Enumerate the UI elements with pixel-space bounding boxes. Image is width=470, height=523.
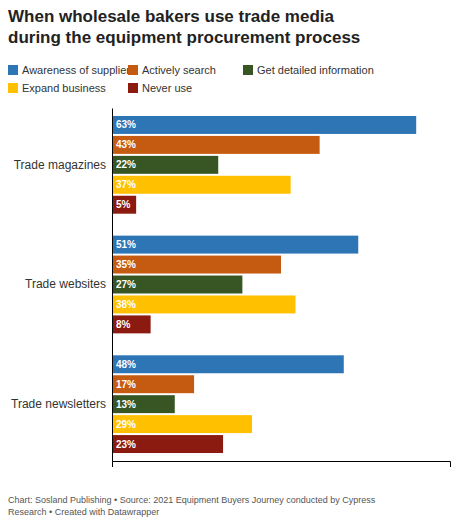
caption: Chart: Sosland Publishing • Source: 2021… [8,495,376,517]
legend-item: Get detailed information [243,64,374,76]
bar [112,355,344,373]
data-label: 29% [116,419,136,430]
legend-item: Expand business [8,82,106,94]
data-label: 23% [116,439,136,450]
data-label: 63% [116,119,136,130]
data-label: 43% [116,139,136,150]
data-labels: 63% 51% 48% 43% 35% 17% 22% 27% 13% 37% 38% 29% 5% 8%… [116,119,136,449]
x-axis [113,462,451,468]
chart: When wholesale bakers use trade mediadur… [0,0,470,523]
y-axis: Trade magazines Trade websites Trade newsl… [11,109,112,462]
bar [112,395,175,413]
legend-swatch [243,65,253,75]
y-tick: Trade magazines [14,158,106,172]
legend-label: Get detailed information [257,64,374,76]
bar [112,136,320,154]
y-tick: Trade websites [25,277,106,291]
legend-label: Never use [142,82,192,94]
legend-item: Never use [128,82,192,94]
y-tick-label: Trade magazines [14,158,106,172]
bar [112,295,295,313]
data-label: 13% [116,399,136,410]
data-label: 51% [116,239,136,250]
data-label: 37% [116,179,136,190]
bar [112,256,281,274]
data-label: 8% [116,319,131,330]
data-label: 35% [116,259,136,270]
legend-item: Awareness of suppliers [8,64,136,76]
bar [112,176,291,194]
bar [112,196,136,214]
legend-swatch [8,83,18,93]
legend-label: Awareness of suppliers [22,64,136,76]
x-axis-line [113,462,451,468]
y-tick: Trade newsletters [11,397,106,411]
title: When wholesale bakers use trade mediadur… [8,7,360,47]
legend-label: Actively search [142,64,216,76]
bar [112,276,242,294]
bars [112,116,416,453]
plot: 63% 51% 48% 43% 35% 17% 22% 27% 13% 37% 38% 29% 5% 8%… [11,109,450,468]
data-label: 5% [116,199,131,210]
bar [112,156,218,174]
bar [112,315,151,333]
legend-label: Expand business [22,82,106,94]
bar [112,435,223,453]
legend-swatch [128,83,138,93]
data-label: 48% [116,359,136,370]
bar [112,236,358,254]
data-label: 38% [116,299,136,310]
y-tick-label: Trade newsletters [11,397,106,411]
bar [112,375,194,393]
y-axis-line [112,109,113,462]
legend-item: Actively search [128,64,216,76]
data-label: 17% [116,379,136,390]
legend-swatch [128,65,138,75]
bar [112,415,252,433]
bar [112,116,416,134]
y-tick-label: Trade websites [25,277,106,291]
data-label: 22% [116,159,136,170]
data-label: 27% [116,279,136,290]
legend-swatch [8,65,18,75]
legend: Awareness of suppliers Actively search Get… [8,64,374,94]
